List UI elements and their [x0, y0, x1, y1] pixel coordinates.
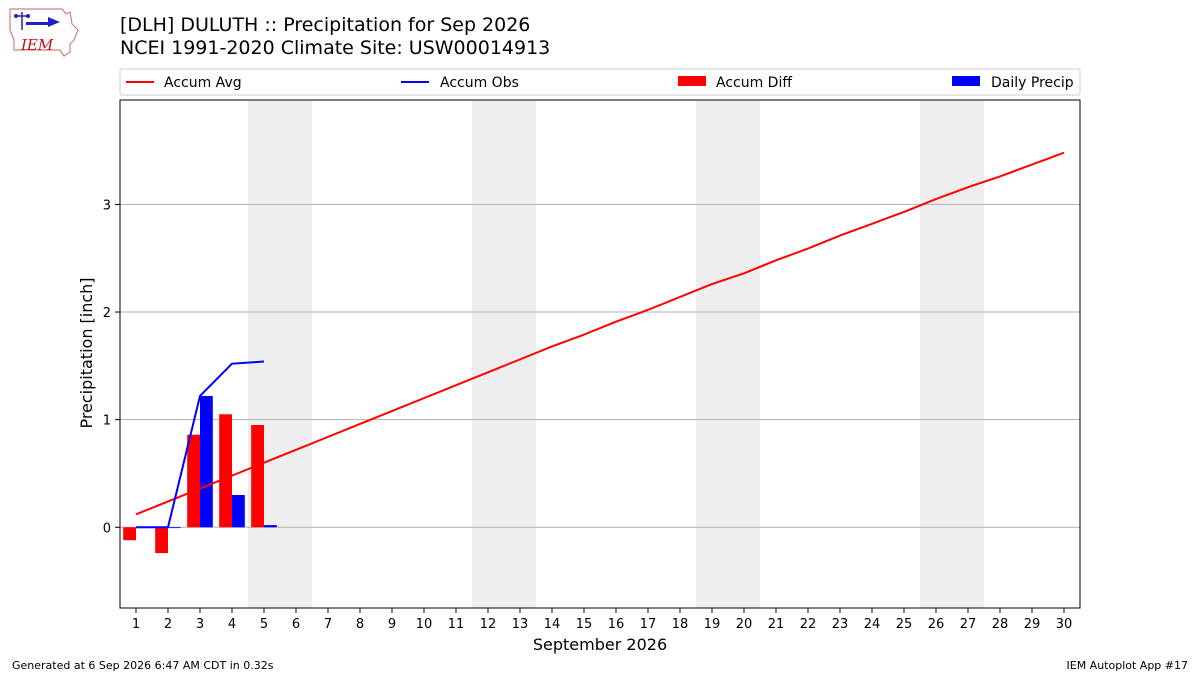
x-axis: 1 2 3 4 5 6 7 8 9 10 11 12 13 14 15 16 17 18 19 20 21 22 23 24 2… [132, 608, 1072, 632]
legend: Accum Avg Accum Obs Accum Diff Daily Pre… [119, 68, 1081, 96]
daily-precip-bar [168, 527, 181, 529]
x-tick-label: 27 [960, 617, 977, 632]
chart-title-line2: NCEI 1991-2020 Climate Site: USW00014913 [120, 37, 550, 59]
weekend-band [696, 100, 760, 608]
x-tick-label: 7 [324, 617, 332, 632]
x-tick-label: 20 [736, 617, 753, 632]
x-tick-label: 2 [164, 617, 172, 632]
x-tick-label: 5 [260, 617, 268, 632]
x-tick-label: 6 [292, 617, 300, 632]
weekend-shading [248, 100, 984, 608]
legend-label-accum-obs: Accum Obs [440, 75, 519, 91]
legend-item-accum-obs: Accum Obs [401, 75, 519, 91]
legend-item-accum-diff: Accum Diff [678, 75, 792, 91]
y-tick-label: 1 [103, 414, 111, 429]
legend-swatch-daily-precip [952, 76, 980, 86]
legend-label-accum-diff: Accum Diff [716, 75, 792, 91]
y-tick-label: 2 [103, 306, 111, 321]
x-tick-label: 24 [864, 617, 881, 632]
daily-precip-bar [264, 525, 277, 528]
accum-obs-line [136, 360, 265, 529]
accum-diff-bar [123, 527, 136, 541]
weekend-band [248, 100, 312, 608]
footer-generated: Generated at 6 Sep 2026 6:47 AM CDT in 0… [12, 659, 274, 672]
x-tick-label: 16 [608, 617, 625, 632]
footer-app-id: IEM Autoplot App #17 [1067, 659, 1189, 672]
legend-label-accum-avg: Accum Avg [164, 75, 242, 91]
x-tick-label: 10 [416, 617, 433, 632]
x-tick-label: 19 [704, 617, 721, 632]
y-tick-label: 0 [103, 521, 111, 536]
accum-diff-bar [155, 527, 168, 554]
daily-precip-bar [200, 395, 213, 528]
x-tick-label: 25 [896, 617, 913, 632]
x-tick-label: 12 [480, 617, 497, 632]
x-tick-label: 14 [544, 617, 561, 632]
x-tick-label: 17 [640, 617, 657, 632]
series-lines [135, 151, 1065, 529]
chart-title-line1: [DLH] DULUTH :: Precipitation for Sep 20… [120, 14, 530, 36]
iem-logo: IEM [9, 8, 79, 57]
logo-text: IEM [20, 36, 54, 54]
x-axis-label: September 2026 [533, 635, 667, 654]
accum-diff-bar [251, 425, 264, 528]
accum-diff-bar [187, 434, 200, 528]
weekend-band [920, 100, 984, 608]
x-tick-label: 3 [196, 617, 204, 632]
x-tick-label: 28 [992, 617, 1009, 632]
plot-frame [119, 99, 1081, 609]
y-axis: 0 1 2 3 [103, 198, 120, 536]
weekend-band [472, 100, 536, 608]
x-tick-label: 9 [388, 617, 396, 632]
x-tick-label: 8 [356, 617, 364, 632]
x-tick-label: 29 [1024, 617, 1041, 632]
legend-item-daily-precip: Daily Precip [952, 75, 1074, 91]
legend-swatch-accum-diff [678, 76, 706, 86]
legend-label-daily-precip: Daily Precip [991, 75, 1074, 91]
x-tick-label: 13 [512, 617, 529, 632]
x-tick-label: 18 [672, 617, 689, 632]
daily-precip-bar [232, 494, 245, 528]
x-tick-label: 26 [928, 617, 945, 632]
x-tick-label: 21 [768, 617, 785, 632]
x-tick-label: 30 [1056, 617, 1073, 632]
bars [123, 395, 277, 554]
x-tick-label: 1 [132, 617, 140, 632]
legend-item-accum-avg: Accum Avg [126, 75, 242, 91]
x-tick-label: 22 [800, 617, 817, 632]
y-axis-label: Precipitation [inch] [77, 277, 96, 428]
x-tick-label: 4 [228, 617, 236, 632]
x-tick-label: 15 [576, 617, 593, 632]
y-tick-label: 3 [103, 198, 111, 213]
accum-diff-bar [219, 414, 232, 528]
x-tick-label: 11 [448, 617, 465, 632]
accum-avg-line [135, 151, 1065, 516]
x-tick-label: 23 [832, 617, 849, 632]
